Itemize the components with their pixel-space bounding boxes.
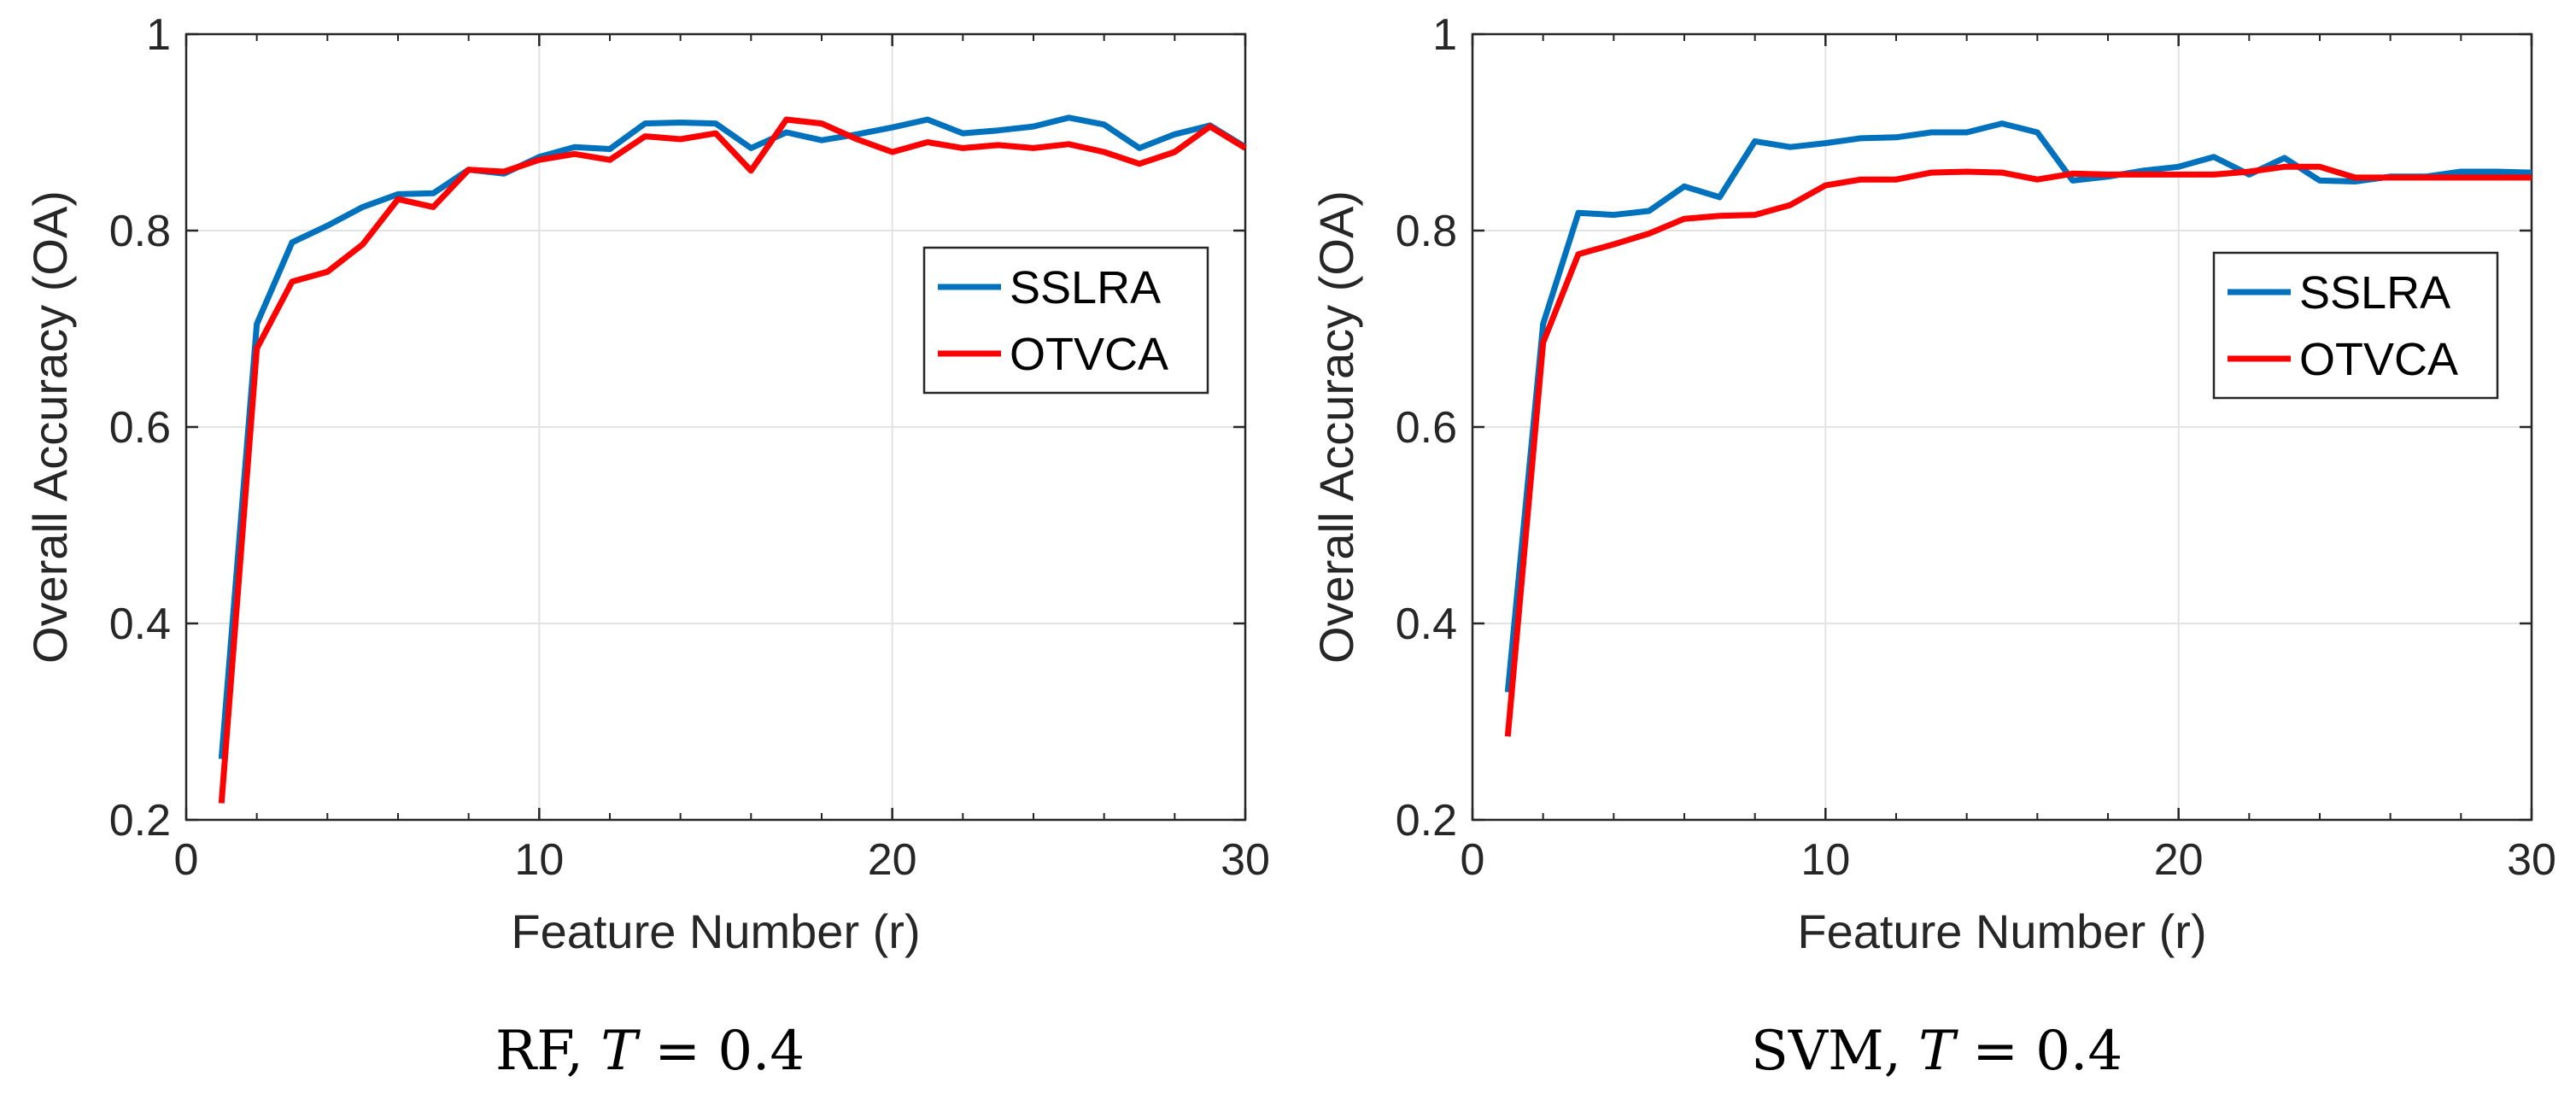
y-tick-label: 0.8 bbox=[1396, 207, 1457, 256]
x-tick-label: 20 bbox=[2154, 835, 2204, 885]
y-tick-label: 1 bbox=[1432, 10, 1457, 60]
x-tick-label: 10 bbox=[1800, 835, 1850, 885]
y-axis-title: Overall Accuracy (OA) bbox=[1309, 190, 1363, 664]
x-tick-label: 30 bbox=[2507, 835, 2556, 885]
legend-label-otvca: OTVCA bbox=[1010, 329, 1168, 380]
y-tick-label: 0.2 bbox=[109, 796, 171, 845]
chart-2: 0 10 20 30 0.2 0.4 0.6 0.8 1 Feature Number (r) Ov… bbox=[1309, 10, 2556, 1083]
y-tick-label: 0.6 bbox=[109, 403, 171, 453]
series-line-sslra bbox=[218, 114, 1247, 759]
y-tick-label: 0.8 bbox=[109, 207, 171, 256]
series-line-sslra bbox=[1504, 120, 2532, 693]
x-tick-label: 0 bbox=[1461, 835, 1485, 885]
chart-caption: RF, T = 0.4 bbox=[495, 1020, 805, 1083]
legend: SSLRA OTVCA bbox=[2212, 251, 2499, 400]
legend-label-otvca: OTVCA bbox=[2299, 334, 2458, 385]
legend-label-sslra: SSLRA bbox=[1010, 262, 1161, 313]
x-axis-title: Feature Number (r) bbox=[1797, 904, 2206, 958]
y-tick-label: 0.2 bbox=[1396, 796, 1457, 845]
legend-label-sslra: SSLRA bbox=[2299, 267, 2450, 319]
legend-box bbox=[2212, 251, 2499, 400]
x-tick-label: 10 bbox=[514, 835, 564, 885]
x-tick-label: 30 bbox=[1221, 835, 1270, 885]
chart-1: 0 10 20 30 0.2 0.4 0.6 0.8 1 Feature Number (r) Ov… bbox=[23, 10, 1270, 1083]
y-tick-label: 0.4 bbox=[109, 600, 171, 649]
y-tick-label: 1 bbox=[146, 10, 171, 60]
series-line-otvca bbox=[218, 116, 1247, 804]
y-tick-label: 0.4 bbox=[1396, 600, 1457, 649]
y-axis-title: Overall Accuracy (OA) bbox=[23, 190, 77, 664]
legend: SSLRA OTVCA bbox=[922, 246, 1209, 395]
x-tick-label: 20 bbox=[868, 835, 917, 885]
x-tick-label: 0 bbox=[174, 835, 199, 885]
chart-caption: SVM, T = 0.4 bbox=[1751, 1020, 2122, 1083]
series-line-otvca bbox=[1504, 163, 2532, 737]
legend-box bbox=[922, 246, 1209, 395]
y-tick-label: 0.6 bbox=[1396, 403, 1457, 453]
x-axis-title: Feature Number (r) bbox=[511, 904, 920, 958]
